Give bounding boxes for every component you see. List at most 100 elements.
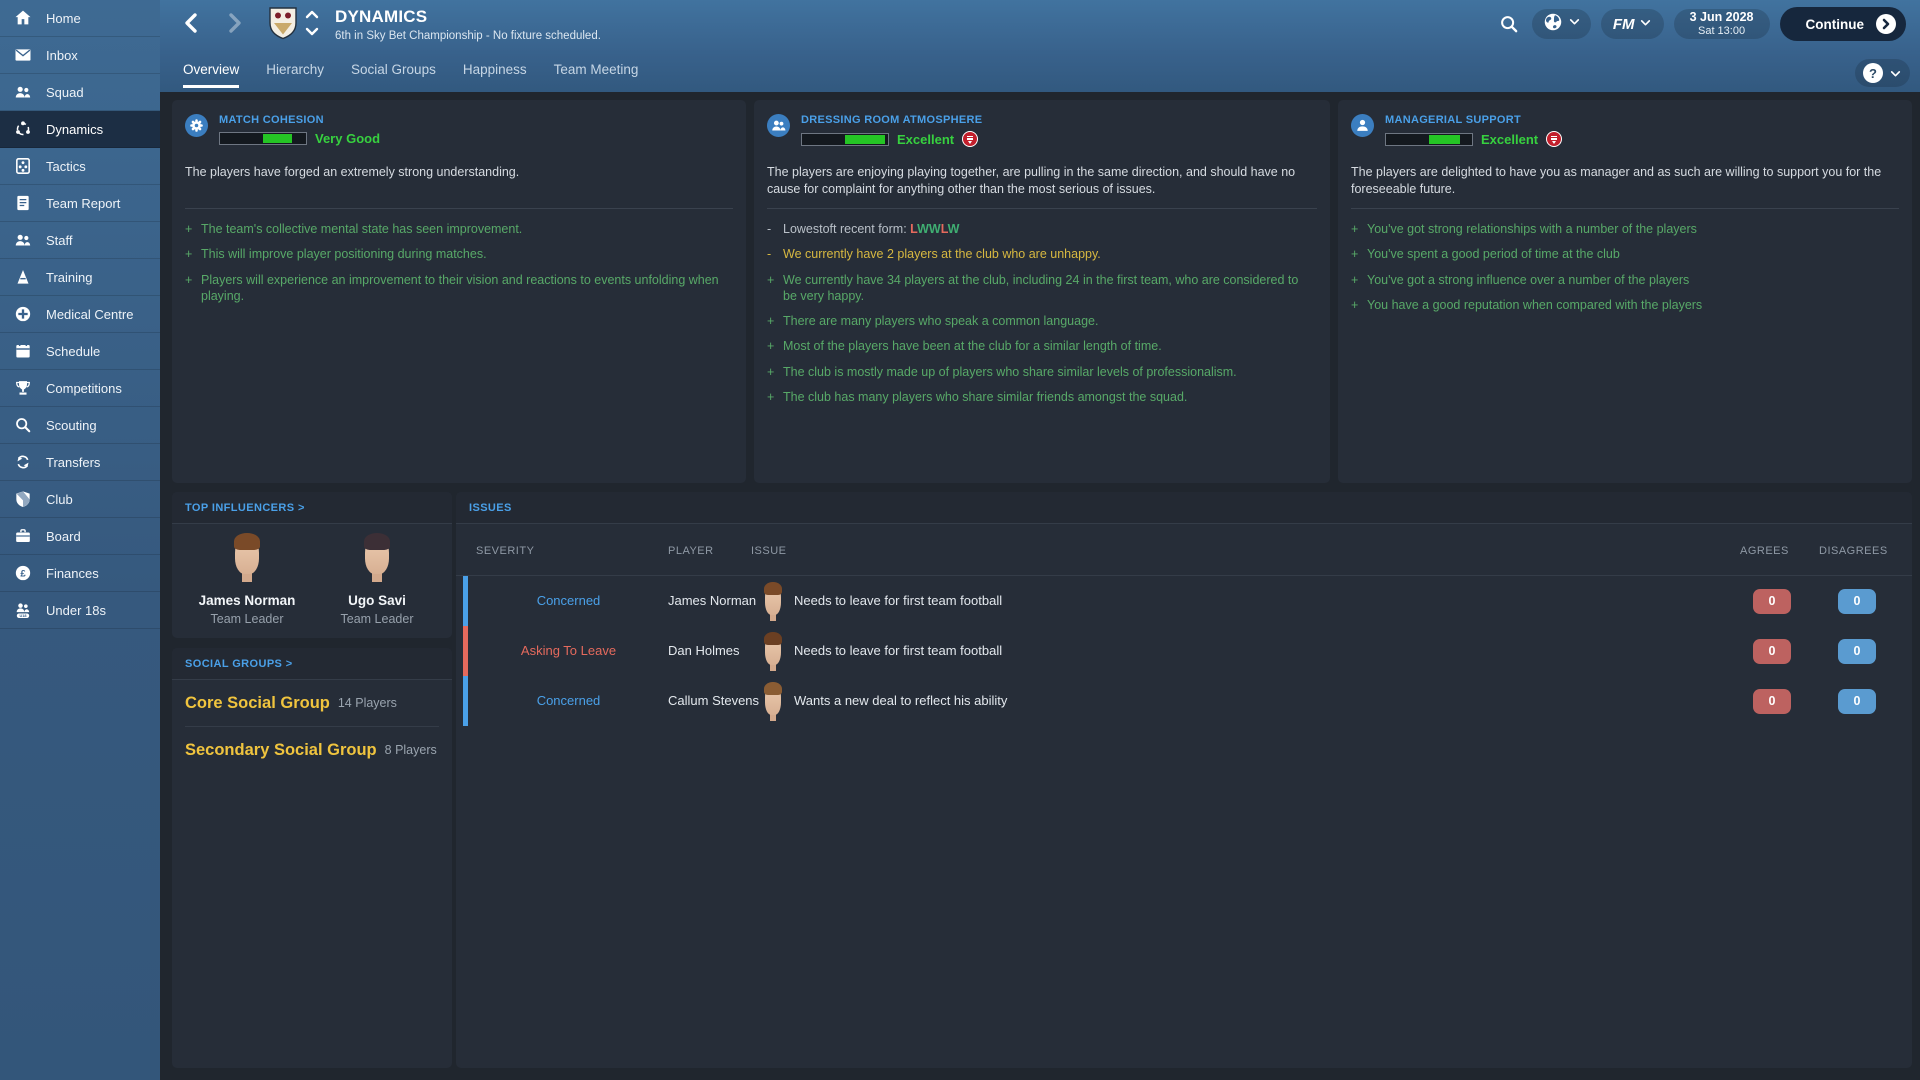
sidebar-item-competitions[interactable]: Competitions	[0, 370, 160, 407]
sidebar-item-finances[interactable]: £ Finances	[0, 555, 160, 592]
search-button[interactable]	[1496, 11, 1522, 37]
bullet-sign: -	[767, 222, 772, 236]
bullet-text: You have a good reputation when compared…	[1367, 297, 1703, 312]
schedule-icon	[13, 341, 33, 361]
sidebar-item-club[interactable]: Club	[0, 481, 160, 518]
panel-bullet: + You've got strong relationships with a …	[1351, 221, 1896, 237]
tab-team-meeting[interactable]: Team Meeting	[553, 62, 639, 77]
sidebar-item-home[interactable]: Home	[0, 0, 160, 37]
issue-row[interactable]: Concerned Callum Stevens Wants a new deal …	[456, 676, 1912, 726]
fm-menu[interactable]: FM	[1600, 9, 1664, 39]
tab-happiness[interactable]: Happiness	[462, 62, 527, 77]
top-influencers-title[interactable]: TOP INFLUENCERS >	[172, 492, 452, 524]
social-group-name: Core Social Group	[185, 693, 330, 712]
bullet-sign: +	[185, 272, 193, 287]
inbox-icon	[13, 45, 33, 65]
chevron-down-icon	[1639, 16, 1652, 33]
help-menu[interactable]: ?	[1855, 59, 1910, 87]
divider	[185, 208, 733, 209]
disagrees-badge[interactable]: 0	[1838, 589, 1876, 614]
issue-row[interactable]: Asking To Leave Dan Holmes Needs to leave …	[456, 626, 1912, 676]
sidebar-item-label: Dynamics	[46, 121, 104, 137]
issue-player-name: Callum Stevens	[668, 693, 760, 708]
sidebar-item-staff[interactable]: Staff	[0, 222, 160, 259]
agrees-badge[interactable]: 0	[1753, 589, 1791, 614]
sidebar-item-board[interactable]: Board	[0, 518, 160, 555]
bullet-text: The club is mostly made up of players wh…	[783, 364, 1237, 379]
severity-stripe	[463, 676, 468, 726]
sidebar-item-under-18s[interactable]: U18 Under 18s	[0, 592, 160, 629]
squad-icon	[13, 82, 33, 102]
rating-bar	[1385, 132, 1473, 146]
board-icon	[13, 526, 33, 546]
sidebar-item-label: Home	[46, 10, 81, 26]
help-icon: ?	[1863, 63, 1883, 83]
sidebar-item-scouting[interactable]: Scouting	[0, 407, 160, 444]
bullet-text: You've spent a good period of time at th…	[1367, 247, 1620, 262]
bullet-sign: +	[767, 272, 775, 287]
bullet-sign: +	[767, 314, 775, 328]
under18s-icon: U18	[13, 600, 33, 620]
sidebar-item-dynamics[interactable]: Dynamics	[0, 111, 160, 148]
social-group-secondary-social-group[interactable]: Secondary Social Group 8 Players	[172, 727, 452, 773]
disagrees-badge[interactable]: 0	[1838, 639, 1876, 664]
panel-bullet: + There are many players who speak a comm…	[767, 313, 1314, 329]
influencer-role: Team Leader	[340, 612, 414, 626]
panel-bullet: + Players will experience an improvement …	[185, 272, 730, 305]
social-groups-panel: SOCIAL GROUPS > Core Social Group 14 Play…	[172, 648, 452, 1068]
bullet-text: We currently have 2 players at the club …	[783, 247, 1101, 262]
team-switcher[interactable]	[305, 9, 321, 37]
sidebar-item-label: Board	[46, 528, 81, 544]
sidebar-item-medical-centre[interactable]: Medical Centre	[0, 296, 160, 333]
sidebar-item-schedule[interactable]: Schedule	[0, 333, 160, 370]
social-groups-title[interactable]: SOCIAL GROUPS >	[172, 648, 452, 680]
sidebar-item-team-report[interactable]: Team Report	[0, 185, 160, 222]
disagrees-badge[interactable]: 0	[1838, 689, 1876, 714]
social-group-core-social-group[interactable]: Core Social Group 14 Players	[172, 680, 452, 726]
bullet-sign: +	[1351, 222, 1359, 236]
form-letter: W	[917, 222, 929, 236]
sidebar-item-squad[interactable]: Squad	[0, 74, 160, 111]
issue-description: Wants a new deal to reflect his ability	[794, 693, 1008, 708]
sidebar-item-training[interactable]: Training	[0, 259, 160, 296]
sidebar-item-transfers[interactable]: Transfers	[0, 444, 160, 481]
person-icon	[1351, 114, 1374, 137]
bullet-sign: +	[767, 339, 775, 354]
bullet-text: You've got strong relationships with a n…	[1367, 222, 1697, 236]
influencer-card-james-norman[interactable]: James Norman Team Leader	[187, 532, 307, 626]
column-header-agrees: AGREES	[1740, 545, 1789, 557]
bullet-text: We currently have 34 players at the club…	[783, 272, 1299, 303]
influencer-card-ugo-savi[interactable]: Ugo Savi Team Leader	[317, 532, 437, 626]
header: DYNAMICS 6th in Sky Bet Championship - N…	[160, 0, 1920, 92]
agrees-badge[interactable]: 0	[1753, 689, 1791, 714]
gear-icon	[185, 114, 208, 137]
bullet-text: The club has many players who share simi…	[783, 389, 1188, 404]
issue-row[interactable]: Concerned James Norman Needs to leave for …	[456, 576, 1912, 626]
player-avatar	[359, 532, 395, 582]
scouting-icon	[13, 415, 33, 435]
agrees-badge[interactable]: 0	[1753, 639, 1791, 664]
club-crest-icon[interactable]	[268, 6, 298, 40]
sidebar-item-tactics[interactable]: Tactics	[0, 148, 160, 185]
panel-bullet: + You have a good reputation when compare…	[1351, 297, 1896, 313]
form-letter: L	[910, 222, 918, 236]
bullet-text: Lowestoft recent form: LWWLW	[783, 222, 960, 236]
panel-dressing-room-atmosphere: DRESSING ROOM ATMOSPHERE Excellent The pla…	[754, 100, 1330, 483]
sidebar-item-inbox[interactable]: Inbox	[0, 37, 160, 74]
bullet-sign: +	[767, 364, 775, 379]
continue-button[interactable]: Continue	[1779, 7, 1906, 41]
tab-overview[interactable]: Overview	[183, 62, 240, 92]
tab-hierarchy[interactable]: Hierarchy	[266, 62, 325, 77]
importance-badge-icon	[962, 131, 979, 147]
sidebar-item-label: Scouting	[46, 417, 97, 433]
language-menu[interactable]	[1531, 9, 1591, 39]
finances-icon: £	[13, 563, 33, 583]
forward-button[interactable]	[222, 10, 248, 36]
fm-logo: FM	[1612, 15, 1635, 33]
back-button[interactable]	[178, 10, 204, 36]
influencer-name: James Norman	[198, 593, 296, 608]
tab-social-groups[interactable]: Social Groups	[351, 62, 436, 77]
issues-panel: ISSUES SEVERITY PLAYER ISSUE AGREES DISAGREE…	[456, 492, 1912, 1068]
bullet-text: This will improve player positioning dur…	[201, 247, 487, 262]
